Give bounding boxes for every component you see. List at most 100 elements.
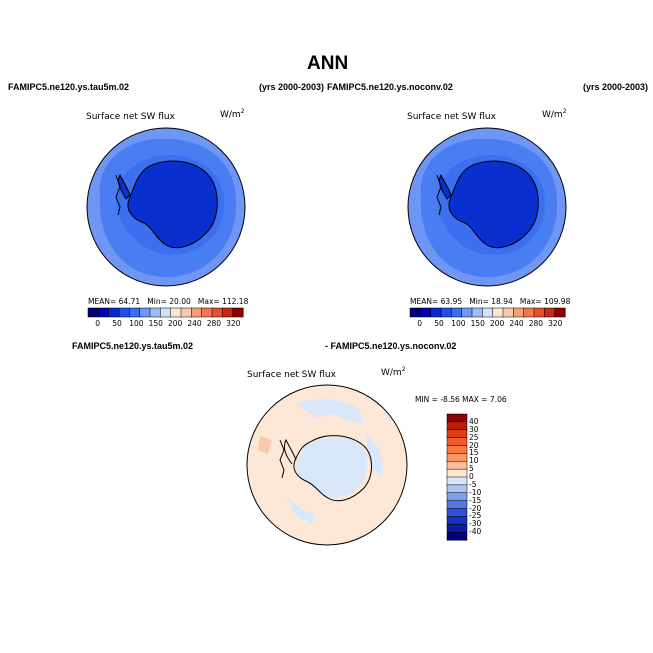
diff-colorbar-swatch	[446, 508, 468, 517]
diff-colorbar-tick-label: -20	[469, 503, 482, 513]
diff-colorbar-tick-label: 10	[469, 456, 479, 466]
panel-1-south-america-coast	[115, 174, 121, 216]
panel-2-case-name: FAMIPC5.ne120.ys.noconv.02	[327, 82, 453, 92]
diff-colorbar-swatch	[446, 429, 468, 439]
panel-2-colorbar-tick-label: 200	[490, 319, 505, 328]
panel-1-colorbar-swatch	[222, 307, 234, 318]
diff-units: W/m2	[381, 366, 406, 378]
diff-colorbar-swatch	[446, 484, 468, 494]
panel-1-colorbar-swatch	[170, 307, 182, 318]
panel-2-colorbar-swatch	[513, 307, 525, 318]
diff-peninsula-outline	[283, 438, 297, 465]
diff-colorbar-swatch	[446, 492, 468, 502]
panel-2-antarctica	[448, 160, 539, 249]
panel-1-colorbar-swatch	[191, 307, 203, 318]
diff-colorbar-tick-label: 25	[469, 432, 479, 442]
diff-colorbar-swatch	[446, 531, 468, 541]
panel-2-colorbar-swatch	[440, 307, 452, 318]
diff-colorbar-swatch	[446, 437, 468, 447]
panel-1-antarctica	[127, 160, 218, 249]
panel-1-colorbar-swatch	[232, 307, 244, 318]
panel-2-colorbar-swatch	[430, 307, 442, 318]
diff-colorbar-swatch	[446, 413, 468, 423]
panel-1-colorbar	[87, 307, 244, 318]
panel-2-colorbar-tick-label: 100	[451, 319, 466, 328]
panel-2-peninsula	[438, 173, 452, 200]
diff-negative-region	[296, 437, 368, 498]
panel-2-colorbar-swatch	[533, 307, 545, 318]
diff-colorbar-swatch	[446, 516, 468, 525]
diff-south-america-coast	[279, 439, 285, 479]
diff-colorbar-swatch	[446, 421, 468, 431]
diff-colorbar-tick-label: 5	[469, 464, 474, 474]
panel-2-colorbar-swatch	[471, 307, 483, 318]
diff-antarctica-outline	[293, 435, 372, 502]
diff-colorbar-tick-label: -30	[469, 519, 482, 529]
panel-2-colorbar-swatch	[409, 307, 421, 318]
panel-1-colorbar-swatch	[149, 307, 161, 318]
diff-colorbar-swatch	[446, 461, 468, 470]
panel-2-colorbar-swatch	[492, 307, 504, 318]
panel-1-polar-map	[86, 127, 246, 287]
diff-colorbar	[446, 413, 468, 541]
panel-1-colorbar-tick-label: 200	[168, 319, 183, 328]
panel-1-colorbar-swatch	[201, 307, 213, 318]
panel-2-colorbar-swatch	[502, 307, 514, 318]
panel-2-colorbar-tick-label: 320	[548, 319, 563, 328]
panel-1-colorbar-tick-label: 280	[206, 319, 222, 328]
panel-2-colorbar-swatch	[461, 307, 473, 318]
diff-colorbar-tick-label: -15	[469, 495, 482, 505]
diff-colorbar-tick-label: 40	[469, 416, 479, 426]
panel-2-colorbar-tick-label: 280	[528, 319, 544, 328]
panel-1-field-label: Surface net SW flux	[86, 112, 175, 122]
panel-2-colorbar-swatch	[554, 307, 566, 318]
panel-2-south-america-coast	[436, 174, 442, 216]
panel-1-units: W/m2	[220, 108, 245, 120]
panel-1-colorbar-swatch	[118, 307, 130, 318]
diff-map-border	[246, 384, 408, 546]
diff-colorbar-swatch	[446, 445, 468, 454]
panel-1-case-name: FAMIPC5.ne120.ys.tau5m.02	[8, 82, 130, 92]
panel-2-field-label: Surface net SW flux	[407, 112, 496, 122]
panel-2-colorbar-tick-label: 0	[417, 319, 423, 328]
panel-2-stats: MEAN= 63.95 Min= 18.94 Max= 109.98	[410, 297, 571, 306]
diff-field-label: Surface net SW flux	[247, 370, 336, 380]
diff-colorbar-tick-label: 20	[469, 440, 479, 450]
panel-1-map-border	[86, 127, 246, 287]
panel-2-polar-map	[407, 127, 567, 287]
diff-colorbar-tick-label: -25	[469, 511, 482, 521]
diff-colorbar-swatch	[446, 524, 468, 533]
panel-2-colorbar-swatch	[482, 307, 494, 318]
diff-colorbar-swatch	[446, 453, 468, 462]
panel-2-colorbar-swatch	[420, 307, 432, 318]
panel-2-colorbar-swatch	[544, 307, 556, 318]
panel-2-colorbar-tick-label: 50	[434, 319, 444, 328]
panel-1-stats: MEAN= 64.71 Min= 20.00 Max= 112.18	[88, 297, 249, 306]
panel-1-colorbar-swatch	[108, 307, 120, 318]
panel-1-colorbar-tick-label: 100	[129, 319, 144, 328]
panel-1-colorbar-swatch	[129, 307, 141, 318]
diff-case-b: - FAMIPC5.ne120.ys.noconv.02	[325, 341, 457, 351]
panel-1-peninsula	[117, 173, 131, 200]
diff-colorbar-swatch	[446, 468, 468, 478]
panel-1-colorbar-tick-label: 150	[148, 319, 163, 328]
panel-1-colorbar-tick-label: 0	[95, 319, 101, 328]
diff-polar-map	[246, 384, 408, 546]
panel-2-colorbar	[409, 307, 566, 318]
panel-1-colorbar-swatch	[139, 307, 151, 318]
panel-1-colorbar-swatch	[211, 307, 223, 318]
panel-1-colorbar-tick-label: 320	[226, 319, 241, 328]
diff-case-a: FAMIPC5.ne120.ys.tau5m.02	[72, 341, 194, 351]
panel-1-years: (yrs 2000-2003)	[259, 82, 325, 92]
panel-1-colorbar-swatch	[87, 307, 99, 318]
panel-2-colorbar-swatch	[451, 307, 463, 318]
panel-2-colorbar-tick-label: 240	[509, 319, 524, 328]
panel-2-units: W/m2	[542, 108, 567, 120]
main-title: ANN	[307, 53, 349, 74]
diff-colorbar-swatch	[446, 476, 468, 486]
diff-colorbar-tick-label: -10	[469, 487, 482, 497]
panel-1-colorbar-swatch	[180, 307, 192, 318]
diff-colorbar-tick-label: 30	[469, 424, 479, 434]
panel-1-colorbar-swatch	[160, 307, 172, 318]
diff-colorbar-swatch	[446, 500, 468, 510]
